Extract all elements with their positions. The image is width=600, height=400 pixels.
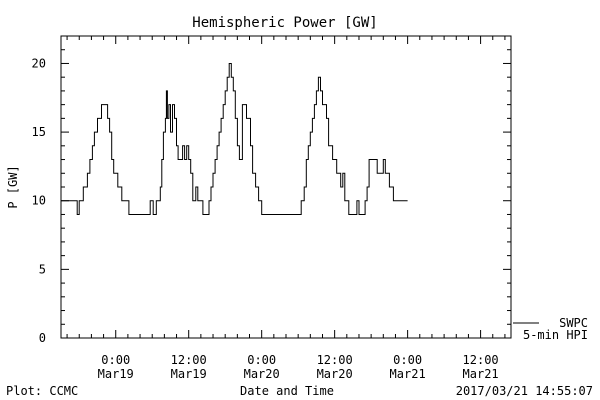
x-tick-time: 0:00: [247, 353, 276, 367]
x-tick-date: Mar19: [98, 367, 134, 381]
x-tick-date: Mar20: [244, 367, 280, 381]
y-tick-label: 10: [32, 194, 46, 208]
plot-timestamp: 2017/03/21 14:55:07: [456, 384, 593, 398]
y-tick-label: 0: [39, 331, 46, 345]
x-tick-time: 0:00: [101, 353, 130, 367]
x-axis-label: Date and Time: [240, 384, 334, 398]
legend: SWPC 5-min HPI: [513, 316, 588, 342]
x-tick-date: Mar21: [390, 367, 426, 381]
chart-title: Hemispheric Power [GW]: [192, 15, 377, 31]
y-axis: 0 5 10 15 20: [32, 35, 511, 345]
x-axis: 0:00Mar1912:00Mar190:00Mar2012:00Mar200:…: [66, 36, 506, 381]
x-tick-time: 12:00: [463, 353, 499, 367]
x-tick-time: 12:00: [171, 353, 207, 367]
y-tick-label: 5: [39, 262, 46, 276]
y-tick-label: 20: [32, 56, 46, 70]
series-line-swpc: [61, 63, 408, 215]
x-tick-date: Mar20: [317, 367, 353, 381]
y-axis-label: P [GW]: [6, 165, 20, 208]
x-tick-date: Mar21: [463, 367, 499, 381]
legend-label-swpc: SWPC: [559, 316, 588, 330]
legend-sublabel-hpi: 5-min HPI: [523, 328, 588, 342]
series-layer: [61, 63, 408, 215]
plot-credit: Plot: CCMC: [6, 384, 78, 398]
x-tick-date: Mar19: [171, 367, 207, 381]
x-tick-time: 12:00: [317, 353, 353, 367]
y-tick-label: 15: [32, 125, 46, 139]
plot-frame: [60, 35, 512, 339]
x-tick-time: 0:00: [393, 353, 422, 367]
